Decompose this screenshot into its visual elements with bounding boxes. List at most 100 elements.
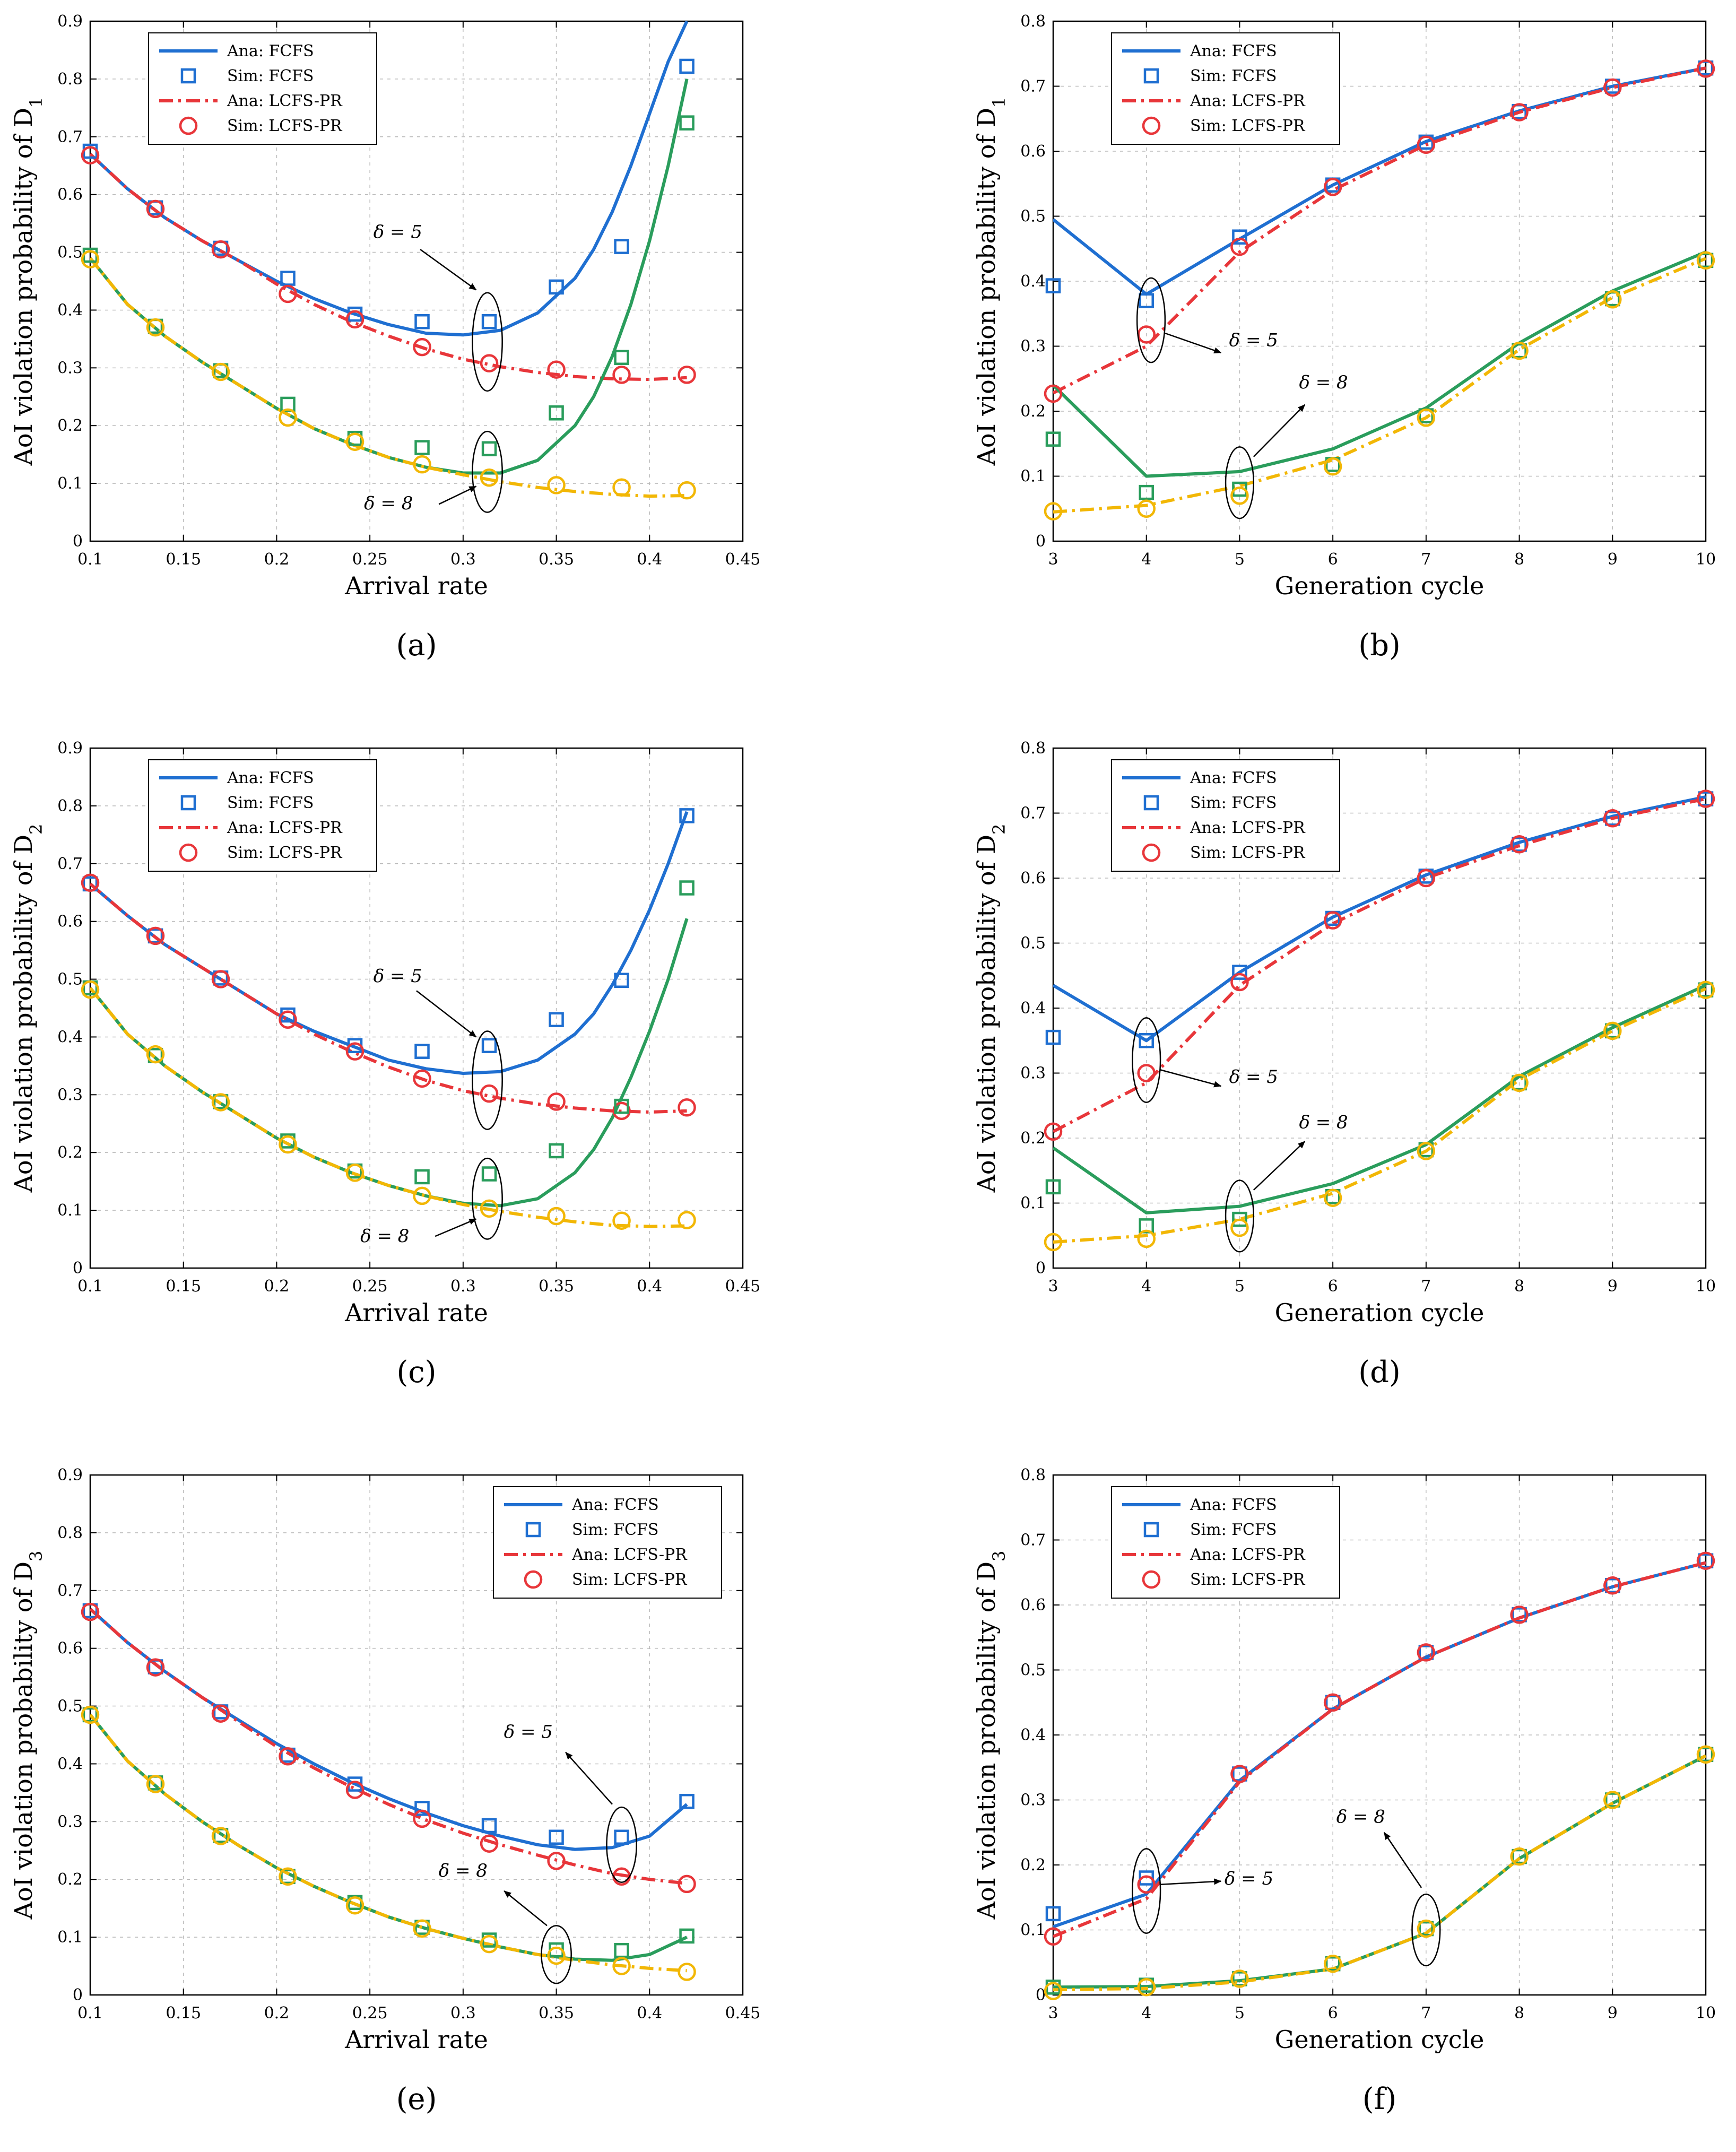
annotation-label: δ = 5 (1229, 330, 1278, 351)
series-line (90, 1714, 688, 1962)
circle-marker (1417, 1919, 1436, 1938)
x-tick-label: 0.3 (450, 1277, 476, 1296)
plot-area (1053, 66, 1706, 514)
annotation-arrow (420, 249, 477, 291)
circle-marker (547, 1092, 566, 1111)
legend-label: Sim: FCFS (1190, 794, 1277, 812)
series-line (90, 1714, 687, 1973)
x-tick-label: 3 (1048, 2004, 1058, 2023)
plot-area (1053, 795, 1706, 1244)
circle-marker (279, 1867, 297, 1886)
x-tick-label: 9 (1608, 550, 1618, 569)
x-tick-label: 10 (1696, 2004, 1716, 2023)
annotation-ellipse (1132, 1017, 1161, 1103)
panel-label: (e) (396, 2082, 437, 2116)
annotation-ellipse (1411, 1893, 1441, 1967)
legend-label: Ana: LCFS-PR (1190, 819, 1306, 837)
x-tick-label: 5 (1235, 2004, 1245, 2023)
circle-marker (678, 1098, 696, 1117)
x-tick-label: 0.2 (264, 1277, 290, 1296)
legend-circle-swatch (1142, 843, 1161, 862)
x-tick-label: 4 (1141, 2004, 1151, 2023)
square-marker (280, 1869, 296, 1885)
circle-marker (1230, 1218, 1249, 1237)
plot-frame (89, 20, 744, 542)
circle-marker (678, 366, 696, 384)
square-marker (1512, 1075, 1527, 1091)
circle-marker (480, 1834, 499, 1853)
circle-marker (279, 1135, 297, 1154)
annotation-arrow (1160, 1878, 1222, 1885)
x-tick-label: 9 (1608, 2004, 1618, 2023)
series-line (1053, 795, 1706, 1043)
annotation-ellipse (472, 1157, 503, 1240)
legend-square-swatch (180, 795, 196, 811)
legend-circle-swatch (1142, 116, 1161, 135)
circle-marker (1510, 835, 1529, 854)
circle-marker (1603, 1021, 1622, 1040)
x-tick-label: 0.25 (352, 2004, 388, 2023)
square-marker (414, 1044, 430, 1059)
circle-marker (480, 1084, 499, 1103)
annotation-label: δ = 5 (374, 966, 422, 987)
y-tick-label: 0.5 (1020, 1661, 1046, 1680)
y-tick-label: 0.3 (1020, 1791, 1046, 1810)
circle-marker (1044, 502, 1063, 520)
circle-marker (81, 980, 100, 999)
y-tick-label: 0 (1036, 1986, 1046, 2005)
x-tick-label: 3 (1048, 1277, 1058, 1296)
square-marker (1698, 253, 1714, 268)
circle-marker (612, 478, 631, 497)
x-tick-label: 0.2 (264, 550, 290, 569)
legend-label: Sim: FCFS (227, 794, 314, 812)
circle-marker (1323, 1693, 1342, 1712)
y-tick-label: 0.6 (1020, 1596, 1046, 1615)
circle-marker (413, 1069, 431, 1088)
square-marker (1232, 965, 1247, 980)
legend-label: Sim: LCFS-PR (1190, 117, 1306, 135)
plot-frame (1052, 747, 1707, 1269)
series-line (1053, 250, 1706, 478)
annotation-label: δ = 5 (374, 221, 422, 242)
circle-marker (1510, 341, 1529, 360)
chart-panel-5: 0.1 0.15 0.2 0.25 0.3 0.35 0.4 0.4500.10.20.30.… (9, 1466, 760, 2116)
circle-marker (1323, 457, 1342, 476)
y-tick-label: 0.7 (57, 128, 83, 146)
circle-marker (1417, 1142, 1436, 1160)
circle-marker (1603, 809, 1622, 828)
legend-circle-swatch (524, 1570, 543, 1589)
legend-square-swatch (1143, 68, 1159, 84)
legend-label: Sim: FCFS (1190, 1521, 1277, 1539)
legend: Ana: FCFS Sim: FCFS Ana: LCFS-PR Sim: LCFS-… (493, 1486, 722, 1599)
plot-area (90, 1608, 688, 1973)
circle-marker (1323, 1188, 1342, 1207)
y-axis-label: AoI violation probability of D2 (9, 824, 46, 1193)
y-tick-label: 0.8 (1020, 739, 1046, 758)
circle-marker (1230, 487, 1249, 505)
plot-area (90, 21, 689, 498)
circle-marker (1510, 103, 1529, 122)
square-marker (1698, 1747, 1714, 1762)
square-marker (614, 239, 629, 254)
circle-marker (678, 481, 696, 500)
x-tick-label: 8 (1514, 550, 1524, 569)
legend-label: Ana: LCFS-PR (1190, 92, 1306, 110)
circle-marker (1323, 911, 1342, 930)
circle-marker (345, 432, 364, 451)
circle-marker (1230, 237, 1249, 256)
y-tick-label: 0.7 (57, 855, 83, 873)
y-axis-label: AoI violation probability of D2 (972, 824, 1009, 1193)
chart-panel-1: 0.1 0.15 0.2 0.25 0.3 0.35 0.4 0.4500.10.20.30.… (9, 12, 760, 663)
square-marker (679, 58, 695, 74)
circle-marker (1696, 980, 1715, 999)
y-tick-label: 0.4 (57, 301, 83, 319)
circle-marker (81, 146, 100, 164)
legend: Ana: FCFS Sim: FCFS Ana: LCFS-PR Sim: LCFS-… (148, 32, 377, 145)
legend: Ana: FCFS Sim: FCFS Ana: LCFS-PR Sim: LCFS-… (1111, 1486, 1340, 1599)
annotation-arrow (1253, 1141, 1306, 1191)
y-axis-label-subscript: 2 (989, 824, 1009, 835)
annotation-label: δ = 8 (1336, 1806, 1385, 1827)
square-marker (414, 314, 430, 329)
x-tick-label: 0.15 (166, 2004, 201, 2023)
circle-marker (1696, 251, 1715, 270)
